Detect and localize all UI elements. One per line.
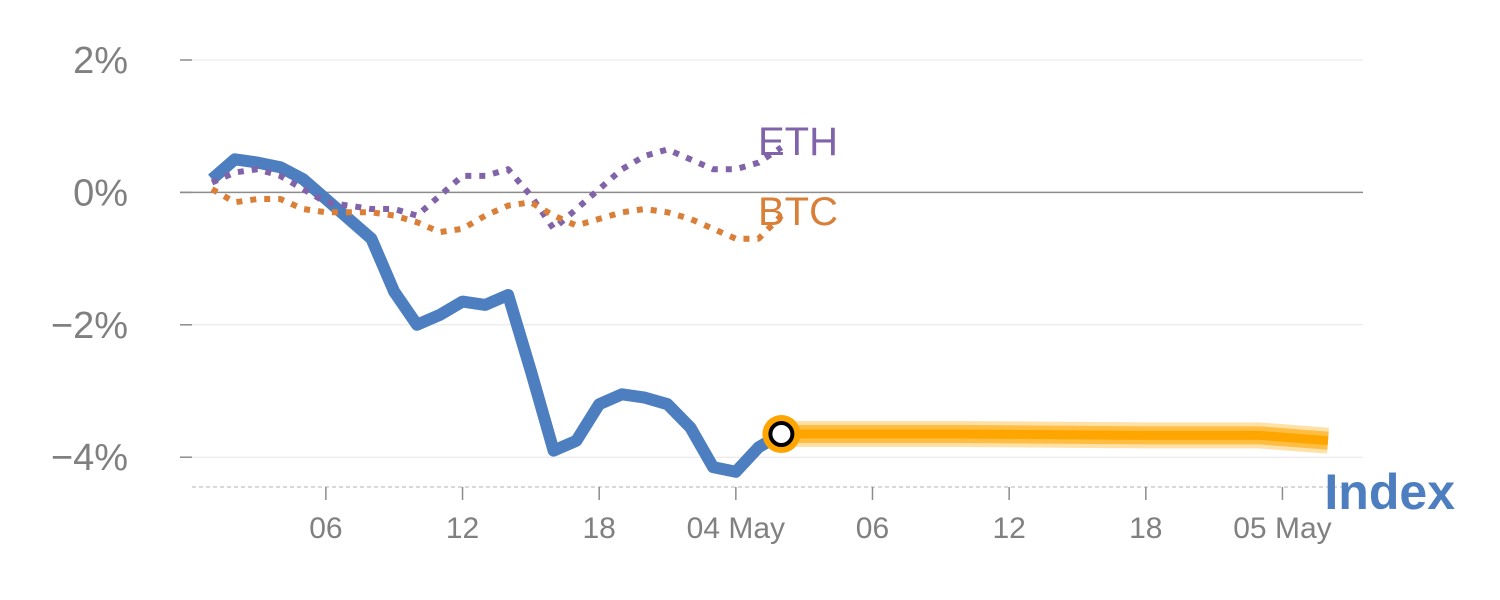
x-tick-label: 04 May: [687, 512, 785, 545]
series-line-index: [208, 153, 785, 478]
x-tick-label: 06: [856, 512, 889, 545]
x-tick-label: 06: [309, 512, 342, 545]
x-tick-label: 18: [582, 512, 615, 545]
y-tick-label: 0%: [73, 172, 128, 214]
series-label-eth: ETH: [758, 120, 838, 164]
x-tick-label: 05 May: [1233, 512, 1331, 545]
y-tick-label: −4%: [51, 437, 128, 479]
x-tick-label: 12: [992, 512, 1025, 545]
current-point-marker: [768, 421, 795, 448]
x-tick-label: 12: [446, 512, 479, 545]
series-label-index: Index: [1324, 464, 1455, 520]
series-line-btc: [210, 186, 784, 242]
series-label-btc: BTC: [758, 190, 838, 234]
x-axis: 06 12 18 04 May 06 12 18 05 May: [192, 486, 1363, 545]
gridlines: [180, 59, 1363, 458]
y-tick-label: −2%: [51, 305, 128, 347]
series-labels: ETH BTC Index: [758, 120, 1455, 520]
forecast-line: [781, 429, 1329, 446]
y-axis: 2% 0% −2% −4%: [51, 40, 192, 479]
x-tick-label: 18: [1129, 512, 1162, 545]
series-lines: [208, 144, 1330, 478]
series-line-eth: [210, 144, 784, 232]
y-tick-label: 2%: [73, 40, 128, 82]
